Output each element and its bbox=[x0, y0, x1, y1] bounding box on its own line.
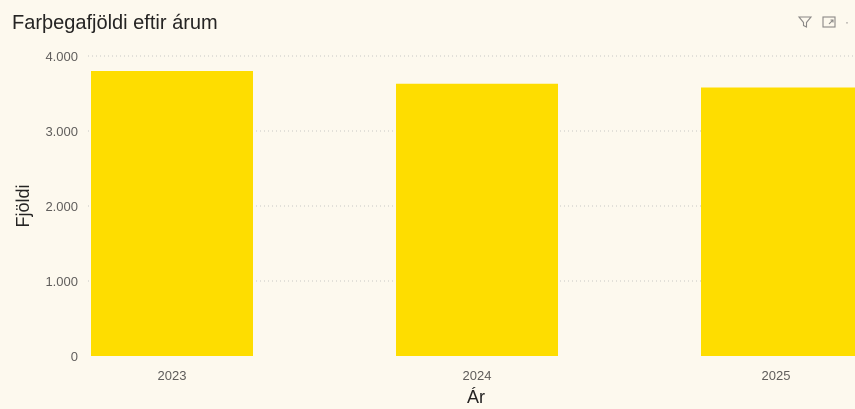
y-tick-label: 2.000 bbox=[45, 199, 78, 214]
x-tick-label: 2023 bbox=[158, 368, 187, 383]
bar-2025[interactable] bbox=[701, 87, 855, 357]
y-tick-label: 0 bbox=[71, 349, 78, 364]
focus-mode-icon[interactable] bbox=[821, 14, 837, 30]
more-options-icon[interactable]: · bbox=[845, 15, 849, 29]
y-tick-label: 3.000 bbox=[45, 124, 78, 139]
filter-icon[interactable] bbox=[797, 14, 813, 30]
x-axis-title: Ár bbox=[467, 387, 485, 407]
x-tick-label: 2025 bbox=[762, 368, 791, 383]
x-tick-label: 2024 bbox=[463, 368, 492, 383]
y-tick-label: 4.000 bbox=[45, 49, 78, 64]
y-tick-label: 1.000 bbox=[45, 274, 78, 289]
chart-title: Farþegafjöldi eftir árum bbox=[12, 12, 218, 34]
visual-header-icons: · bbox=[797, 14, 849, 30]
y-axis-title: Fjöldi bbox=[13, 184, 33, 227]
bar-2024[interactable] bbox=[396, 83, 558, 356]
bar-2023[interactable] bbox=[91, 71, 253, 356]
